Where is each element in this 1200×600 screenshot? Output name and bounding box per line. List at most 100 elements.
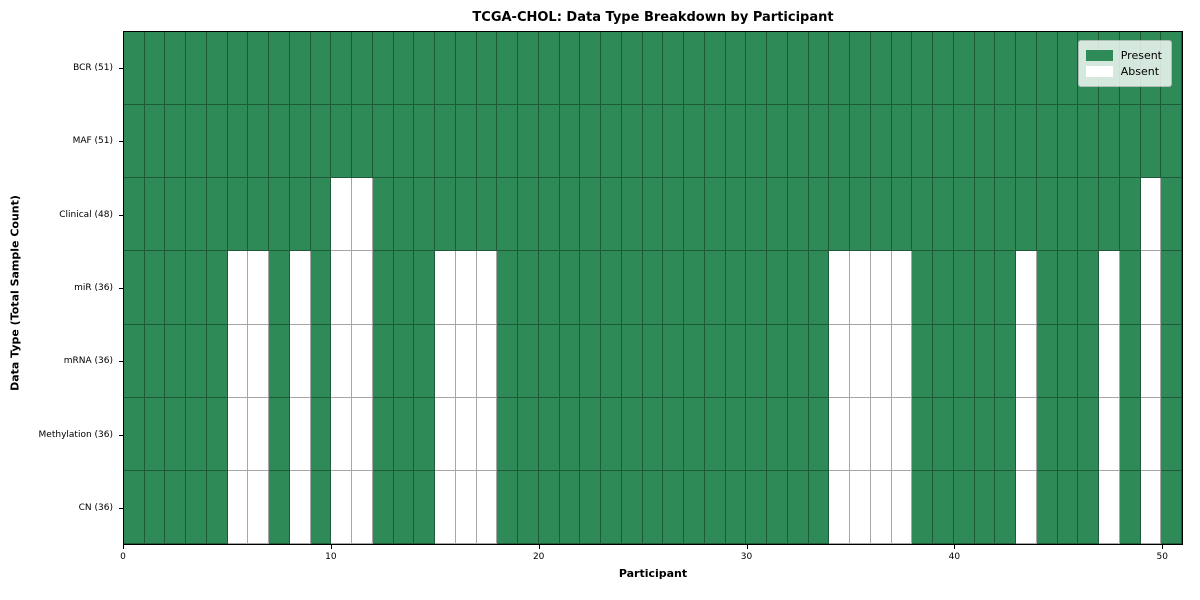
heatmap-cell [767,470,788,544]
heatmap-cell [559,32,581,106]
heatmap-cell [787,251,809,325]
heatmap-cell [414,397,436,471]
heatmap-cell [372,178,394,252]
heatmap-cell [684,324,705,398]
heatmap-cell [891,324,913,398]
heatmap-cell [995,470,1017,544]
heatmap-cell [518,105,539,179]
heatmap-cell [538,105,560,179]
legend-entry: Present [1085,49,1162,62]
heatmap-cell [1078,397,1100,471]
heatmap-cell [289,251,311,325]
heatmap-cell [995,32,1017,106]
heatmap-cell [455,251,477,325]
heatmap-cell [933,324,954,398]
heatmap-cell [227,470,249,544]
heatmap-cell [559,470,581,544]
y-tick-mark [119,361,123,363]
x-tick-label: 10 [325,552,337,562]
heatmap-cell [289,105,311,179]
heatmap-cell [933,251,954,325]
heatmap-cell [850,470,871,544]
heatmap-cell [663,178,685,252]
heatmap-cell [455,324,477,398]
heatmap-cell [186,470,207,544]
heatmap-cell [227,32,249,106]
heatmap-cell [331,32,353,106]
heatmap-cell [476,470,498,544]
heatmap-cell [476,105,498,179]
heatmap-cell [746,397,768,471]
heatmap-cell [1140,470,1162,544]
heatmap-cell [995,397,1017,471]
heatmap-cell [912,32,934,106]
heatmap-cell [165,324,187,398]
heatmap-cell [704,105,726,179]
heatmap-cell [497,178,519,252]
heatmap-cell [829,178,851,252]
heatmap-cell [414,251,436,325]
heatmap-cell [829,32,851,106]
x-tick-label: 50 [1156,552,1168,562]
heatmap-cell [559,251,581,325]
heatmap-cell [144,251,166,325]
heatmap-cell [206,397,228,471]
heatmap-cell [497,251,519,325]
heatmap-cell [995,251,1017,325]
heatmap-cell [476,251,498,325]
chart-title: TCGA-CHOL: Data Type Breakdown by Partic… [472,10,834,25]
heatmap-cell [497,324,519,398]
heatmap-cell [746,32,768,106]
heatmap-cell [891,251,913,325]
heatmap-cell [352,397,373,471]
heatmap-cell [1161,178,1182,252]
heatmap-cell [1036,251,1058,325]
heatmap-cell [1161,470,1182,544]
heatmap-cell [642,324,664,398]
heatmap-cell [165,105,187,179]
heatmap-cell [953,32,975,106]
heatmap-cell [124,470,145,544]
heatmap-cell [933,178,954,252]
heatmap-cell [331,324,353,398]
heatmap-cell [518,178,539,252]
heatmap-cell [144,105,166,179]
heatmap-cell [953,397,975,471]
heatmap-cell [642,178,664,252]
heatmap-cell [393,397,415,471]
heatmap-cell [746,470,768,544]
heatmap-cell [1119,105,1141,179]
heatmap-cell [393,32,415,106]
heatmap-cell [1119,470,1141,544]
heatmap-cell [870,470,892,544]
plot-area: Present Absent [123,31,1183,545]
heatmap-cell [165,251,187,325]
heatmap-cell [1078,470,1100,544]
heatmap-cell [684,105,705,179]
heatmap-cell [974,105,996,179]
x-tick-label: 20 [532,552,545,562]
heatmap-cell [227,324,249,398]
heatmap-cell [767,178,788,252]
heatmap-cell [642,32,664,106]
heatmap-cell [269,397,290,471]
heatmap-cell [870,105,892,179]
heatmap-cell [787,32,809,106]
heatmap-cell [206,105,228,179]
heatmap-cell [352,324,373,398]
heatmap-cell [912,324,934,398]
heatmap-cell [1140,251,1162,325]
heatmap-cell [289,470,311,544]
heatmap-cell [165,470,187,544]
heatmap-cell [1099,251,1120,325]
legend-entry: Absent [1085,65,1162,78]
heatmap-cell [1161,324,1182,398]
heatmap-cell [580,178,602,252]
heatmap-cell [580,470,602,544]
heatmap-cell [165,178,187,252]
heatmap-cell [808,470,830,544]
heatmap-cell [1078,105,1100,179]
heatmap-cell [559,397,581,471]
y-tick-mark [119,434,123,436]
heatmap-cell [538,251,560,325]
